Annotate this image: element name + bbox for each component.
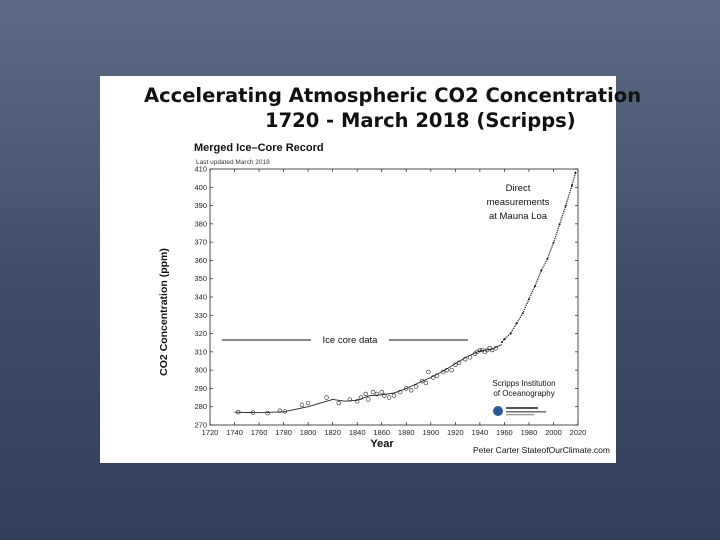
ice-core-point <box>408 388 414 393</box>
ice-core-point <box>489 347 495 353</box>
x-tick-label: 1840 <box>349 428 366 437</box>
x-tick-label: 1960 <box>496 428 513 437</box>
ice-core-point <box>477 347 483 353</box>
x-axis-label: Year <box>370 438 394 450</box>
ice-core-point <box>397 389 403 395</box>
mauna-loa-point <box>527 298 530 301</box>
x-tick-label: 1780 <box>275 428 292 437</box>
y-tick-label: 290 <box>194 384 207 393</box>
ice-core-point <box>379 389 384 395</box>
ice-core-point <box>366 397 371 402</box>
x-tick-label: 1760 <box>251 428 268 437</box>
y-tick-label: 330 <box>194 311 207 320</box>
x-tick-label: 1800 <box>300 428 317 437</box>
ice-core-point <box>324 395 329 400</box>
x-tick-label: 1900 <box>422 428 439 437</box>
mauna-loa-point <box>534 284 537 287</box>
y-tick-label: 350 <box>194 274 207 283</box>
ice-core-point <box>413 384 419 389</box>
x-tick-label: 1720 <box>202 428 219 437</box>
chart-subtitle: Last updated March 2018 <box>196 159 270 166</box>
x-tick-label: 1820 <box>324 428 341 437</box>
x-tick-label: 2020 <box>570 428 587 437</box>
ice-core-point <box>381 393 387 398</box>
mauna-loa-point <box>500 341 503 344</box>
annotation-3: at Mauna Loa <box>489 211 548 222</box>
y-tick-label: 340 <box>194 293 207 302</box>
mauna-loa-point <box>574 171 577 174</box>
ice-core-point <box>265 410 270 416</box>
y-tick-label: 310 <box>194 347 207 356</box>
ice-core-point <box>426 369 431 375</box>
x-tick-label: 1980 <box>521 428 538 437</box>
ice-core-point <box>363 391 368 397</box>
x-tick-label: 1860 <box>373 428 390 437</box>
annotation-6: of Oceanography <box>493 389 554 398</box>
annotation-2: measurements <box>487 197 550 208</box>
ice-core-point <box>355 399 360 404</box>
ice-core-point <box>358 395 364 400</box>
ice-core-point <box>370 389 376 395</box>
x-tick-label: 1920 <box>447 428 464 437</box>
y-tick-label: 270 <box>194 421 207 430</box>
x-tick-label: 2000 <box>545 428 562 437</box>
x-tick-label: 1940 <box>472 428 489 437</box>
mauna-loa-point <box>558 223 561 226</box>
ice-core-point <box>404 386 409 391</box>
mauna-loa-point <box>546 257 549 260</box>
annotation-4: Ice core data <box>323 335 379 346</box>
scripps-logo <box>493 406 546 416</box>
mauna-loa-point <box>552 241 555 244</box>
y-tick-label: 370 <box>194 238 207 247</box>
ice-core-point <box>277 408 283 413</box>
ice-core-point <box>374 391 380 397</box>
x-tick-label: 1740 <box>226 428 243 437</box>
chart-title: Merged Ice–Core Record <box>194 142 324 154</box>
mauna-loa-point <box>521 312 524 315</box>
y-tick-label: 360 <box>194 256 207 265</box>
ice-core-point <box>420 378 425 384</box>
y-tick-label: 280 <box>194 402 207 411</box>
credit-text: Peter Carter StateofOurClimate.com <box>473 445 610 455</box>
mauna-loa-series <box>501 172 577 343</box>
x-tick-label: 1880 <box>398 428 415 437</box>
y-tick-label: 320 <box>194 329 207 338</box>
mauna-loa-point <box>570 184 573 187</box>
y-tick-label: 400 <box>194 183 207 192</box>
ice-core-point <box>423 380 429 386</box>
annotation-1: Direct <box>506 183 531 194</box>
mauna-loa-point <box>509 332 512 335</box>
slide: Accelerating Atmospheric CO2 Concentrati… <box>100 76 641 463</box>
mauna-loa-point <box>540 269 543 272</box>
ice-core-point <box>347 397 353 402</box>
y-tick-label: 380 <box>194 219 207 228</box>
y-tick-label: 390 <box>194 201 207 210</box>
mauna-loa-point <box>515 322 518 325</box>
slide-title-line1: Accelerating Atmospheric CO2 Concentrati… <box>144 84 642 107</box>
y-tick-label: 300 <box>194 366 207 375</box>
y-axis-label: CO2 Concentration (ppm) <box>158 248 170 376</box>
ice-core-point <box>305 400 311 406</box>
slide-title-line2: 1720 - March 2018 (Scripps) <box>265 109 576 132</box>
ice-core-point <box>299 402 305 408</box>
ice-core-point <box>336 400 342 406</box>
co2-chart: Merged Ice–Core Record Last updated Marc… <box>158 142 587 450</box>
mauna-loa-point <box>503 338 506 341</box>
ice-core-fit-line <box>234 344 503 414</box>
mauna-loa-point <box>564 204 567 207</box>
y-tick-label: 410 <box>194 165 207 174</box>
ice-core-point <box>391 393 397 398</box>
ice-core-point <box>449 367 454 373</box>
ice-core-point <box>386 395 392 400</box>
annotation-5: Scripps Institution <box>492 379 555 388</box>
